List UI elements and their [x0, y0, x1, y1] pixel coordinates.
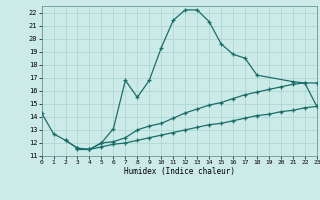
- X-axis label: Humidex (Indice chaleur): Humidex (Indice chaleur): [124, 167, 235, 176]
